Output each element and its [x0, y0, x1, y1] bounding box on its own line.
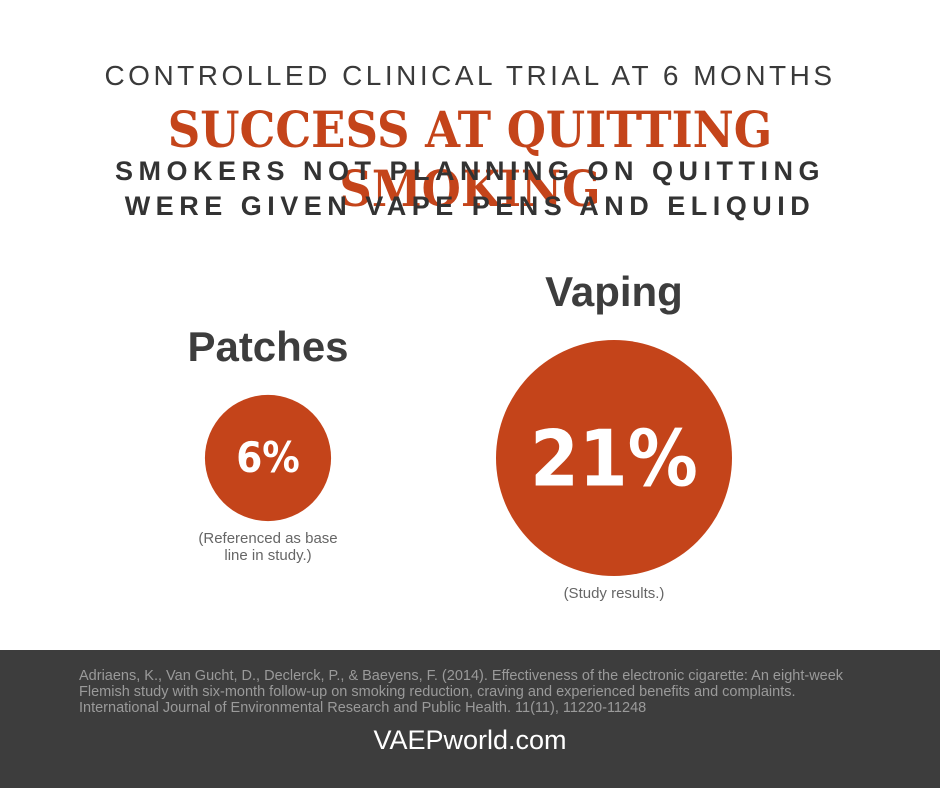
note: (Study results.)	[563, 585, 665, 602]
value-label: 6%	[236, 433, 300, 482]
headline: SUCCESS AT QUITTING SMOKING	[167, 100, 773, 218]
subtitle: WERE GIVEN VAPE PENS AND ELIQUID	[124, 191, 816, 221]
citation: Adriaens, K., Van Gucht, D., Declerck, P…	[79, 668, 844, 716]
subtitle: SMOKERS NOT PLANNING ON QUITTING	[114, 156, 825, 186]
footer: Adriaens, K., Van Gucht, D., Declerck, P…	[0, 650, 940, 788]
note: (Referenced as base line in study.)	[198, 530, 338, 565]
bubble	[204, 394, 332, 522]
category-label: Patches	[187, 322, 349, 370]
category-label: Vaping	[545, 268, 683, 315]
value-label: 21%	[530, 414, 698, 504]
brand: VAEPworld.com	[373, 725, 567, 755]
title: CONTROLLED CLINICAL TRIAL AT 6 MONTHS	[104, 60, 836, 91]
chart: 6% 21%	[204, 340, 732, 576]
bubble	[496, 340, 732, 576]
